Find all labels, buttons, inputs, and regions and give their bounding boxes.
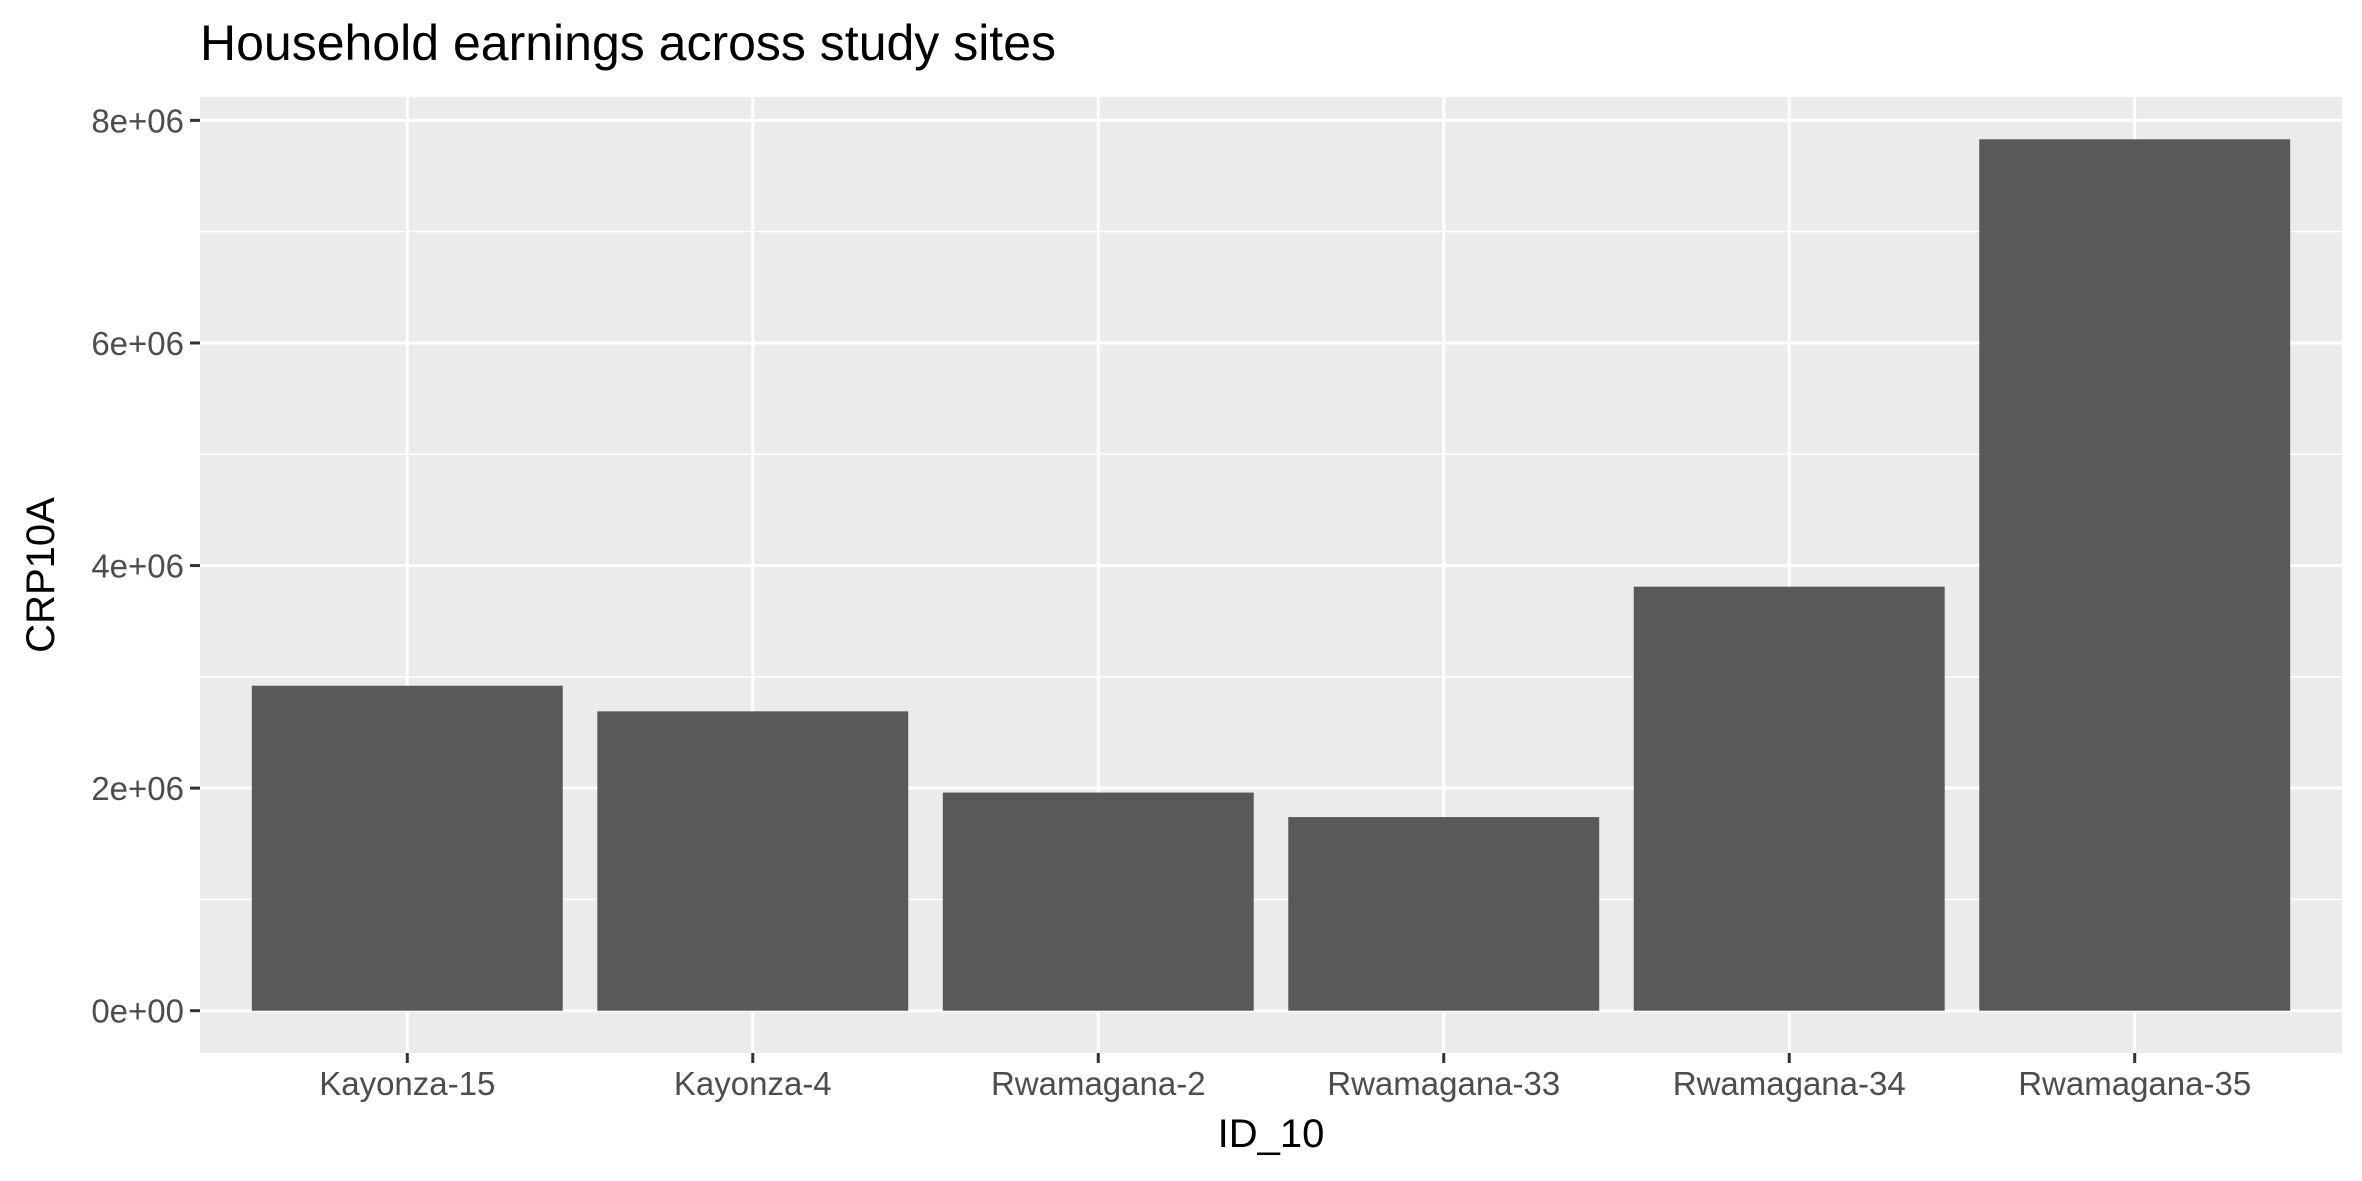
y-axis: 0e+00 2e+06 4e+06 6e+06 8e+06 [91,102,200,1030]
y-tick-label: 6e+06 [91,325,184,362]
bar-rwamagana-34 [1633,586,1945,1011]
chart-title: Household earnings across study sites [200,15,1056,71]
x-tick-label: Rwamagana-35 [2018,1065,2251,1102]
y-axis-title: CRP10A [19,497,63,653]
x-tick-label: Rwamagana-33 [1327,1065,1560,1102]
bar-kayonza-15 [251,685,563,1011]
x-axis: Kayonza-15 Kayonza-4 Rwamagana-2 Rwamagana-… [319,1053,2251,1102]
bars [251,139,2291,1011]
x-tick-label: Kayonza-4 [674,1065,832,1102]
bar-rwamagana-2 [942,792,1254,1011]
x-tick-label: Rwamagana-34 [1673,1065,1906,1102]
y-tick-label: 4e+06 [91,548,184,585]
y-tick-label: 2e+06 [91,770,184,807]
bar-rwamagana-33 [1288,817,1600,1011]
x-axis-title: ID_10 [1218,1112,1325,1156]
bar-rwamagana-35 [1979,139,2291,1011]
x-tick-label: Rwamagana-2 [991,1065,1206,1102]
y-tick-label: 0e+00 [91,993,184,1030]
y-tick-label: 8e+06 [91,102,184,139]
x-tick-label: Kayonza-15 [319,1065,495,1102]
bar-kayonza-4 [597,711,909,1011]
